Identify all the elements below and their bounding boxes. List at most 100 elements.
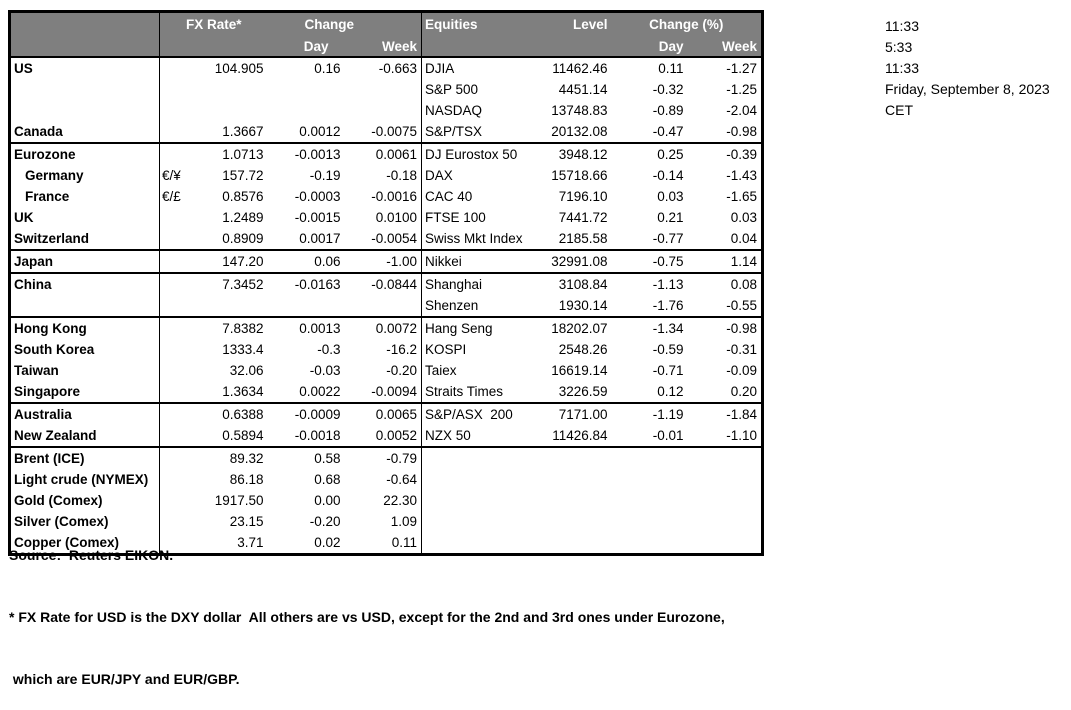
equity-change-day-cell: -0.77	[652, 230, 684, 246]
timezone-label: CET	[885, 102, 913, 118]
fx-change-day-cell: -0.0018	[294, 427, 341, 443]
equity-change-week-cell: -1.25	[726, 81, 757, 97]
currency-pair-cell	[160, 511, 198, 532]
fx-rate-cell: 157.72	[222, 167, 264, 183]
equity-change-day-cell: -1.76	[652, 297, 684, 313]
equity-change-day-cell	[612, 532, 688, 555]
equity-name-cell: DAX	[425, 167, 453, 183]
fx-change-day-cell: -0.0163	[267, 271, 345, 295]
equity-name-cell: Straits Times	[425, 383, 504, 399]
equity-change-week-cell: -2.04	[726, 102, 757, 118]
equity-change-day-cell: -1.34	[611, 315, 688, 339]
fx-change-week-cell: 0.0065	[344, 401, 422, 425]
fx-rate-cell: 1.3667	[222, 123, 264, 139]
fx-change-day-cell: -0.20	[309, 513, 341, 529]
fx-rate-cell: 23.15	[229, 513, 264, 529]
equity-change-week-cell	[687, 445, 763, 469]
table-row: Shenzen 1930.14 -1.76 -0.55	[9, 294, 763, 317]
equity-name-cell	[422, 511, 530, 532]
equity-change-day-cell: 0.11	[658, 60, 684, 76]
fx-change-day-cell: 0.68	[314, 471, 341, 487]
fx-rate-cell: 0.8909	[222, 230, 264, 246]
fx-change-week-cell: -0.0075	[344, 120, 422, 143]
equity-change-week-cell: -0.31	[726, 341, 757, 357]
equity-change-week-cell: -0.98	[726, 123, 757, 139]
equity-name-cell: Nikkei	[421, 248, 530, 273]
equity-change-week-cell: -1.10	[726, 427, 757, 443]
fx-change-week-cell: -16.2	[344, 338, 422, 360]
equity-name-cell: FTSE 100	[425, 209, 486, 225]
fx-rate-cell: 1917.50	[214, 492, 264, 508]
equity-name-cell: Shenzen	[425, 297, 479, 313]
equity-change-day-cell	[611, 445, 688, 469]
table-row: Singapore 1.3634 0.0022 -0.0094 Straits Time…	[9, 380, 763, 403]
table-row: Australia 0.6388 -0.0009 0.0065 S&P/ASX 200 7…	[9, 401, 763, 425]
fx-rate-cell: 1.2489	[222, 209, 264, 225]
equity-name-cell: NZX 50	[425, 427, 471, 443]
fx-change-week-cell: -0.663	[344, 56, 422, 79]
fx-change-day-cell: -0.0003	[294, 188, 341, 204]
region-name-cell: Japan	[9, 248, 160, 273]
equity-change-day-cell: -0.59	[652, 341, 684, 357]
equity-level-cell: 11426.84	[552, 427, 608, 443]
equity-level-cell: 15718.66	[551, 167, 608, 183]
equity-change-week-cell	[688, 490, 763, 511]
region-name-cell: France	[9, 185, 160, 207]
equity-change-day-cell: 0.12	[657, 383, 684, 399]
fx-change-week-cell: -0.18	[344, 164, 422, 186]
fx-rate-cell: 86.18	[229, 471, 264, 487]
equity-name-cell: Swiss Mkt Index	[425, 230, 523, 246]
equity-change-day-cell: -1.13	[611, 271, 688, 295]
region-name-cell: Singapore	[9, 380, 160, 403]
currency-pair-cell	[160, 100, 198, 121]
equity-level-cell: 18202.07	[529, 315, 612, 339]
currency-pair-cell	[159, 401, 198, 425]
region-name-cell	[9, 99, 160, 121]
fx-change-day-cell: 0.58	[267, 445, 345, 469]
table-row: Hong Kong 7.8382 0.0013 0.0072 Hang Seng 1820…	[9, 315, 763, 339]
fx-rate-cell	[198, 295, 268, 317]
header-row-1: FX Rate* Change Equities Level Change (%…	[9, 11, 763, 37]
equity-level-cell	[530, 532, 612, 555]
equity-change-day-cell: -0.32	[652, 81, 684, 97]
currency-pair-cell	[159, 141, 198, 165]
equity-change-day-cell: -0.14	[652, 167, 684, 183]
currency-pair-cell	[160, 360, 198, 381]
currency-pair-cell	[160, 381, 198, 403]
equity-level-cell: 3948.12	[529, 141, 612, 165]
equity-name-cell	[422, 490, 530, 511]
source-note: Source: Reuters EIKON.	[9, 547, 174, 563]
equity-name-cell	[422, 532, 530, 555]
tertiary-time: 11:33	[885, 60, 919, 76]
fx-change-week-cell: 0.0052	[344, 424, 422, 447]
level-header: Level	[529, 11, 612, 37]
table-row: Light crude (NYMEX) 86.18 0.68 -0.64	[9, 468, 763, 490]
equity-name-cell: Taiex	[425, 362, 457, 378]
equity-level-cell: 3226.59	[558, 383, 608, 399]
table-row: China 7.3452 -0.0163 -0.0844 Shanghai 3108.84…	[9, 271, 763, 295]
fx-rate-cell: 1333.4	[222, 341, 264, 357]
fx-change-day-cell: -0.0013	[267, 141, 345, 165]
equity-level-cell: 16619.14	[551, 362, 608, 378]
fx-change-day-cell: 0.0017	[299, 230, 341, 246]
equity-name-cell: S&P/ASX 200	[421, 401, 530, 425]
equity-change-week-cell: 0.04	[730, 230, 757, 246]
table-row: France €/£ 0.8576 -0.0003 -0.0016 CAC 40 7196.…	[9, 185, 763, 207]
region-name-cell	[9, 78, 160, 100]
table-row: Eurozone 1.0713 -0.0013 0.0061 DJ Eurostox 5…	[9, 141, 763, 165]
footnote-line-2: which are EUR/JPY and EUR/GBP.	[9, 670, 240, 687]
fx-rate-header: FX Rate*	[159, 11, 268, 37]
header-blank-cell	[159, 36, 198, 58]
table-row: Brent (ICE) 89.32 0.58 -0.79	[9, 445, 763, 469]
equity-change-week-cell	[688, 511, 763, 532]
equity-change-day-cell: -0.71	[652, 362, 684, 378]
equity-level-cell: 2185.58	[558, 230, 608, 246]
equity-change-week-cell: -1.65	[726, 188, 757, 204]
fx-rate-cell: 0.8576	[222, 188, 264, 204]
equity-name-cell: CAC 40	[425, 188, 473, 204]
equity-level-cell	[530, 469, 612, 490]
equity-change-week-cell: -0.39	[687, 141, 763, 165]
region-name-cell: Light crude (NYMEX)	[9, 468, 160, 490]
equity-level-cell: 2548.26	[558, 341, 608, 357]
equity-name-cell: NASDAQ	[425, 102, 483, 118]
